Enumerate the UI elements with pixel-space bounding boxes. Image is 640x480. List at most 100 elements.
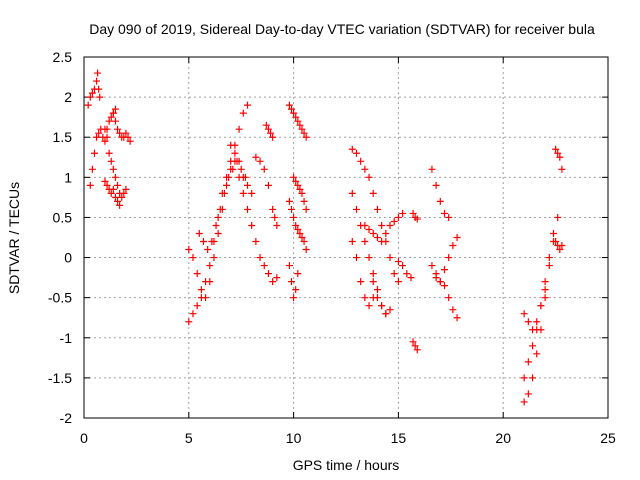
data-point [292,177,300,185]
data-point [195,229,203,237]
data-point [550,229,558,237]
series-arc-21 [394,258,415,282]
data-point [84,101,92,109]
data-point [220,189,228,197]
data-point [373,205,381,213]
data-point [95,85,103,93]
data-point [552,238,560,246]
data-point [212,221,220,229]
data-point [541,294,549,302]
data-point [223,181,231,189]
data-point [449,242,457,250]
data-point [269,205,277,213]
data-point [202,294,210,302]
series-arc-5 [101,177,124,209]
data-point [369,270,377,278]
data-point [88,89,96,97]
data-point [302,246,310,254]
data-point [107,189,115,197]
data-point [300,197,308,205]
data-point [300,238,308,246]
data-point [114,197,122,205]
data-point [214,229,222,237]
data-point [413,215,421,223]
data-point [361,221,369,229]
data-point [294,270,302,278]
data-point [101,137,109,145]
data-point [361,294,369,302]
data-point [273,274,281,282]
data-point [357,157,365,165]
chart-title: Day 090 of 2019, Sidereal Day-to-day VTE… [89,21,595,37]
data-point [386,254,394,262]
data-point [453,234,461,241]
data-point [122,185,130,193]
data-point [189,310,197,318]
y-tick-label: 1 [64,169,72,185]
data-point [300,129,308,137]
data-point [193,302,201,310]
data-point [285,262,293,270]
data-point [216,205,224,213]
data-point [369,229,377,237]
data-point [409,338,417,346]
x-tick-label: 0 [80,430,88,446]
data-point [533,350,541,358]
data-point [260,165,268,173]
data-point [403,270,411,278]
plot-border [83,56,609,419]
data-point [436,197,444,205]
data-point [407,274,415,282]
data-point [193,270,201,278]
data-point [208,238,216,246]
data-point [552,145,560,153]
data-point [554,213,562,221]
y-tick-label: -2 [60,410,73,426]
data-point [243,101,251,109]
data-point [256,254,264,262]
data-point [269,133,277,141]
data-point [529,342,537,350]
data-point [292,286,300,294]
data-point [197,286,205,294]
data-point [390,217,398,225]
data-point [524,318,532,326]
data-point [394,213,402,221]
data-point [520,374,528,382]
series-arc-31 [552,238,566,254]
series-arc-23 [409,338,421,354]
data-point [229,165,237,173]
data-point [386,221,394,229]
data-point [545,262,553,270]
data-point [111,173,119,181]
data-point [206,278,214,286]
data-point [378,302,386,310]
data-point [399,209,407,217]
data-point [105,117,113,125]
data-point [109,185,117,193]
data-point [227,141,235,149]
data-point [122,129,130,137]
series-arc-18 [348,238,377,310]
y-tick-label: -0.5 [48,290,72,306]
data-point [533,318,541,326]
data-point [296,185,304,193]
data-point [288,278,296,286]
series-arc-11 [262,121,277,141]
data-point [252,153,260,161]
data-point [441,282,449,290]
data-point [361,238,369,246]
data-point [235,173,243,181]
data-point [373,294,381,302]
y-tick-label: 2 [64,89,72,105]
data-point [386,306,394,314]
data-point [94,69,102,77]
series-arc-13 [285,197,310,254]
data-point [294,225,302,233]
data-point [86,93,94,101]
data-point [231,149,239,157]
data-point [520,310,528,318]
data-point [394,258,402,266]
series-arc-16 [348,145,402,286]
y-tick-label: -1.5 [48,370,72,386]
